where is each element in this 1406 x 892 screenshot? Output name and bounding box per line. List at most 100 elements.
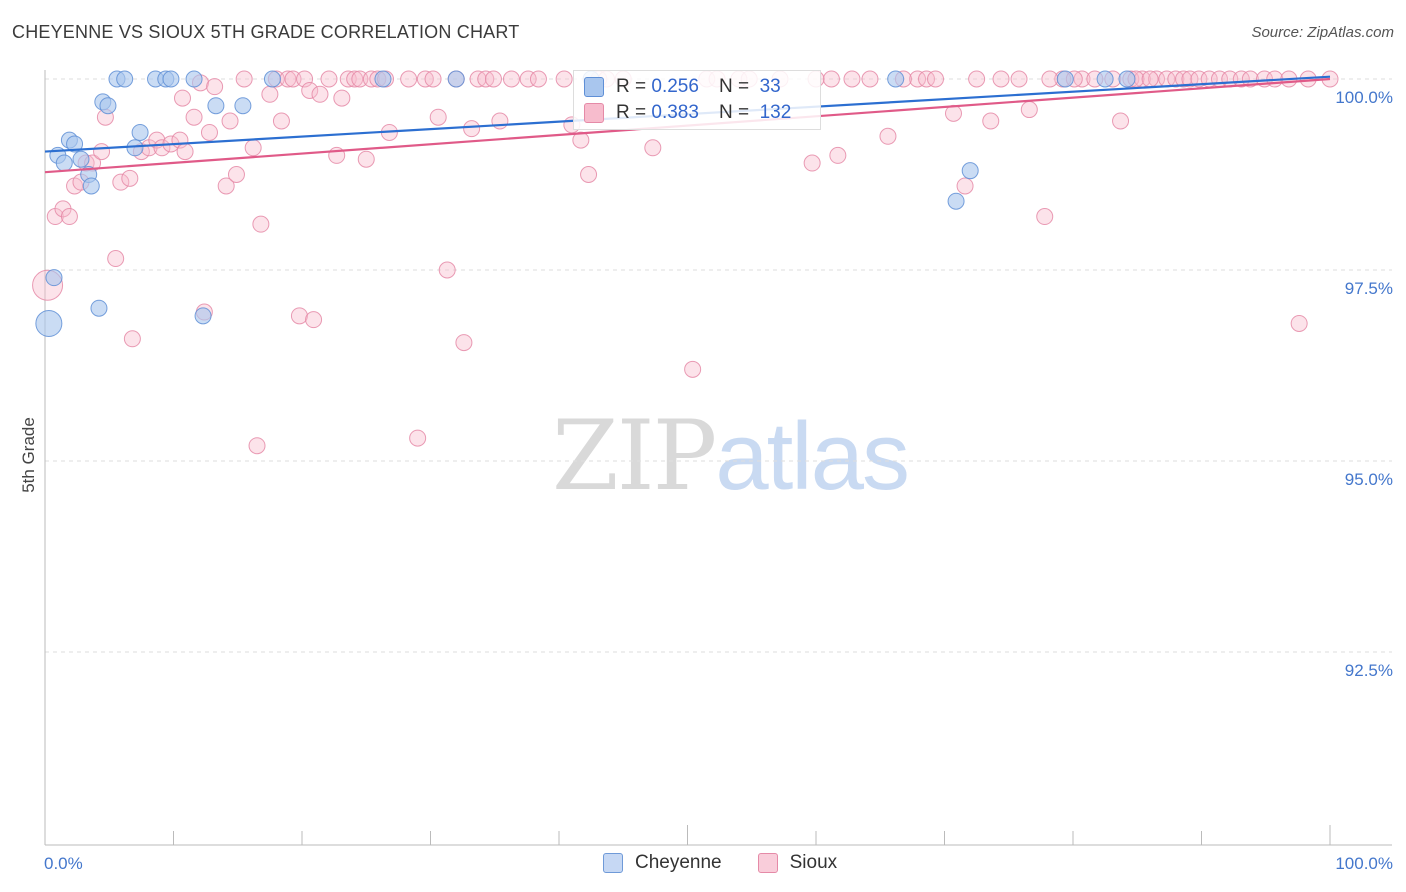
- sioux-point: [1175, 70, 1193, 88]
- sioux-point: [519, 70, 537, 88]
- cheyenne-point: [90, 299, 108, 317]
- chart-title: CHEYENNE VS SIOUX 5TH GRADE CORRELATION …: [12, 22, 520, 42]
- sioux-point: [1041, 70, 1059, 88]
- sioux-point: [221, 112, 239, 130]
- cheyenne-legend-swatch: [603, 853, 623, 873]
- cheyenne-point: [207, 97, 225, 115]
- cheyenne-point: [131, 123, 149, 141]
- sioux-point: [968, 70, 986, 88]
- cheyenne-point: [72, 150, 90, 168]
- stats-row-cheyenne: R = 0.256 N = 33: [584, 75, 781, 99]
- cheyenne-point: [1118, 70, 1136, 88]
- sioux-point: [1241, 70, 1259, 88]
- cheyenne-swatch: [584, 77, 604, 97]
- sioux-swatch: [584, 103, 604, 123]
- sioux-point: [829, 146, 847, 164]
- sioux-point: [484, 70, 502, 88]
- cheyenne-point: [374, 70, 392, 88]
- y-axis-title: 5th Grade: [19, 417, 38, 493]
- cheyenne-point: [234, 97, 252, 115]
- legend-item-sioux[interactable]: Sioux: [757, 852, 838, 874]
- sioux-point: [244, 139, 262, 157]
- watermark-atlas: atlas: [715, 403, 910, 510]
- sioux-point: [1036, 208, 1054, 226]
- cheyenne-point: [947, 192, 965, 210]
- y-tick-label: 95.0%: [1345, 470, 1393, 489]
- sioux-point: [424, 70, 442, 88]
- n-label: N =: [718, 102, 750, 123]
- x-tick-label: 0.0%: [44, 854, 83, 873]
- sioux-point: [1020, 101, 1038, 119]
- cheyenne-point: [162, 70, 180, 88]
- sioux-point: [927, 70, 945, 88]
- sioux-point: [684, 360, 702, 378]
- sioux-point: [261, 85, 279, 103]
- sioux-point: [333, 89, 351, 107]
- legend-label-sioux: Sioux: [789, 852, 838, 873]
- sioux-point: [1112, 112, 1130, 130]
- sioux-point: [909, 70, 927, 88]
- sioux-point: [918, 70, 936, 88]
- sioux-point: [227, 166, 245, 183]
- sioux-point: [803, 154, 821, 172]
- sioux-point: [173, 89, 191, 107]
- source-label: Source: ZipAtlas.com: [1251, 24, 1394, 41]
- cheyenne-point: [961, 162, 979, 180]
- series-legend: Cheyenne Sioux: [603, 852, 873, 874]
- watermark-zip: ZIP: [552, 400, 717, 512]
- r-value: 0.256: [651, 76, 699, 97]
- cheyenne-point: [66, 135, 84, 153]
- sioux-point: [235, 70, 253, 88]
- sioux-legend-swatch: [757, 853, 778, 873]
- sioux-point: [185, 108, 203, 126]
- sioux-point: [346, 70, 364, 88]
- legend-item-cheyenne[interactable]: Cheyenne: [603, 852, 722, 874]
- sioux-point: [284, 70, 302, 88]
- sioux-point: [1141, 70, 1159, 88]
- cheyenne-point: [1096, 70, 1114, 88]
- axis-layer: 92.5% 95.0% 97.5% 100.0% 0.0% 100.0%: [44, 70, 1393, 873]
- watermark: ZIPatlas: [552, 400, 910, 512]
- n-label: N =: [718, 76, 750, 97]
- sioux-point: [107, 250, 125, 268]
- n-value: 132: [759, 102, 792, 123]
- r-label: R =: [616, 102, 647, 123]
- stats-legend: R = 0.256 N = 33 R = 0.383 N = 132: [573, 70, 821, 130]
- sioux-point: [320, 70, 338, 88]
- sioux-point: [879, 127, 897, 145]
- cheyenne-point: [263, 70, 281, 88]
- r-value: 0.383: [651, 102, 699, 123]
- sioux-point: [438, 261, 456, 279]
- grid-layer: [45, 78, 1392, 653]
- sioux-point: [176, 143, 194, 161]
- sioux-point: [60, 208, 78, 226]
- sioux-point: [580, 166, 598, 183]
- sioux-point: [305, 311, 323, 329]
- sioux-point: [409, 429, 427, 447]
- sioux-point: [121, 169, 139, 187]
- sioux-point: [956, 177, 974, 195]
- sioux-point: [529, 70, 547, 88]
- sioux-point: [502, 70, 520, 88]
- sioux-point: [644, 139, 662, 157]
- sioux-point: [311, 85, 329, 103]
- sioux-point: [272, 112, 290, 130]
- sioux-point: [572, 131, 590, 149]
- cheyenne-point: [99, 97, 117, 115]
- sioux-point: [1181, 70, 1199, 88]
- sioux-point: [1290, 314, 1308, 332]
- y-tick-label: 97.5%: [1345, 279, 1393, 298]
- sioux-point: [455, 334, 473, 352]
- cheyenne-point: [1056, 70, 1074, 88]
- x-tick-label: 100.0%: [1335, 854, 1393, 873]
- sioux-point: [822, 70, 840, 88]
- sioux-point: [429, 108, 447, 126]
- sioux-point: [491, 112, 509, 130]
- n-value: 33: [759, 76, 781, 97]
- sioux-point: [555, 70, 573, 88]
- cheyenne-point: [45, 269, 63, 287]
- sioux-point: [982, 112, 1000, 130]
- legend-label-cheyenne: Cheyenne: [635, 852, 722, 873]
- cheyenne-point: [447, 70, 465, 88]
